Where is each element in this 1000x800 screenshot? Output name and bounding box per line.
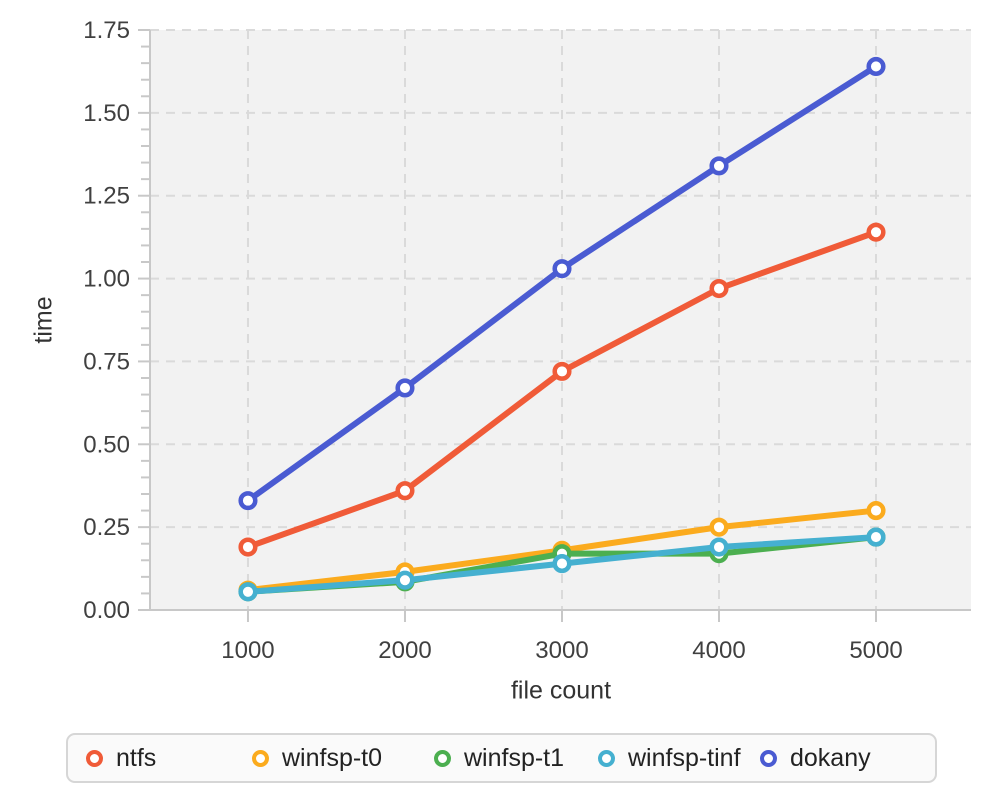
dokany-marker-icon	[760, 749, 777, 767]
svg-text:0.50: 0.50	[83, 431, 130, 458]
svg-text:1.25: 1.25	[83, 183, 130, 210]
winfsp-t1-marker-icon	[434, 749, 451, 767]
svg-text:1000: 1000	[221, 637, 274, 664]
legend: ntfs winfsp-t0 winfsp-t1 winfsp-tinf dok…	[66, 733, 937, 783]
legend-item-dokany: dokany	[760, 735, 871, 781]
legend-label: dokany	[790, 743, 871, 772]
line-chart: 0.00 0.25 0.50 0.75 1.00 1.25 1.50 1.75 1000 2000…	[83, 17, 971, 664]
svg-text:0.00: 0.00	[83, 597, 130, 624]
svg-text:1.75: 1.75	[83, 17, 130, 44]
legend-item-ntfs: ntfs	[86, 735, 156, 781]
winfsp-tinf-marker-icon	[598, 749, 615, 767]
legend-item-winfsp-t0: winfsp-t0	[252, 735, 382, 781]
legend-label: winfsp-t0	[282, 743, 383, 772]
legend-item-winfsp-tinf: winfsp-tinf	[598, 735, 741, 781]
svg-text:5000: 5000	[849, 637, 902, 664]
y-axis-title: time	[29, 296, 58, 344]
svg-text:1.50: 1.50	[83, 100, 130, 127]
svg-text:4000: 4000	[692, 637, 745, 664]
svg-text:0.25: 0.25	[83, 514, 130, 541]
svg-text:2000: 2000	[378, 637, 431, 664]
svg-text:0.75: 0.75	[83, 348, 130, 375]
svg-text:3000: 3000	[535, 637, 588, 664]
x-axis-title: file count	[510, 676, 612, 705]
svg-text:1.00: 1.00	[83, 266, 130, 293]
legend-label: winfsp-t1	[464, 743, 565, 772]
legend-label: ntfs	[116, 743, 157, 772]
legend-label: winfsp-tinf	[628, 743, 741, 772]
legend-item-winfsp-t1: winfsp-t1	[434, 735, 564, 781]
winfsp-t0-marker-icon	[252, 749, 269, 767]
ntfs-marker-icon	[86, 749, 103, 767]
